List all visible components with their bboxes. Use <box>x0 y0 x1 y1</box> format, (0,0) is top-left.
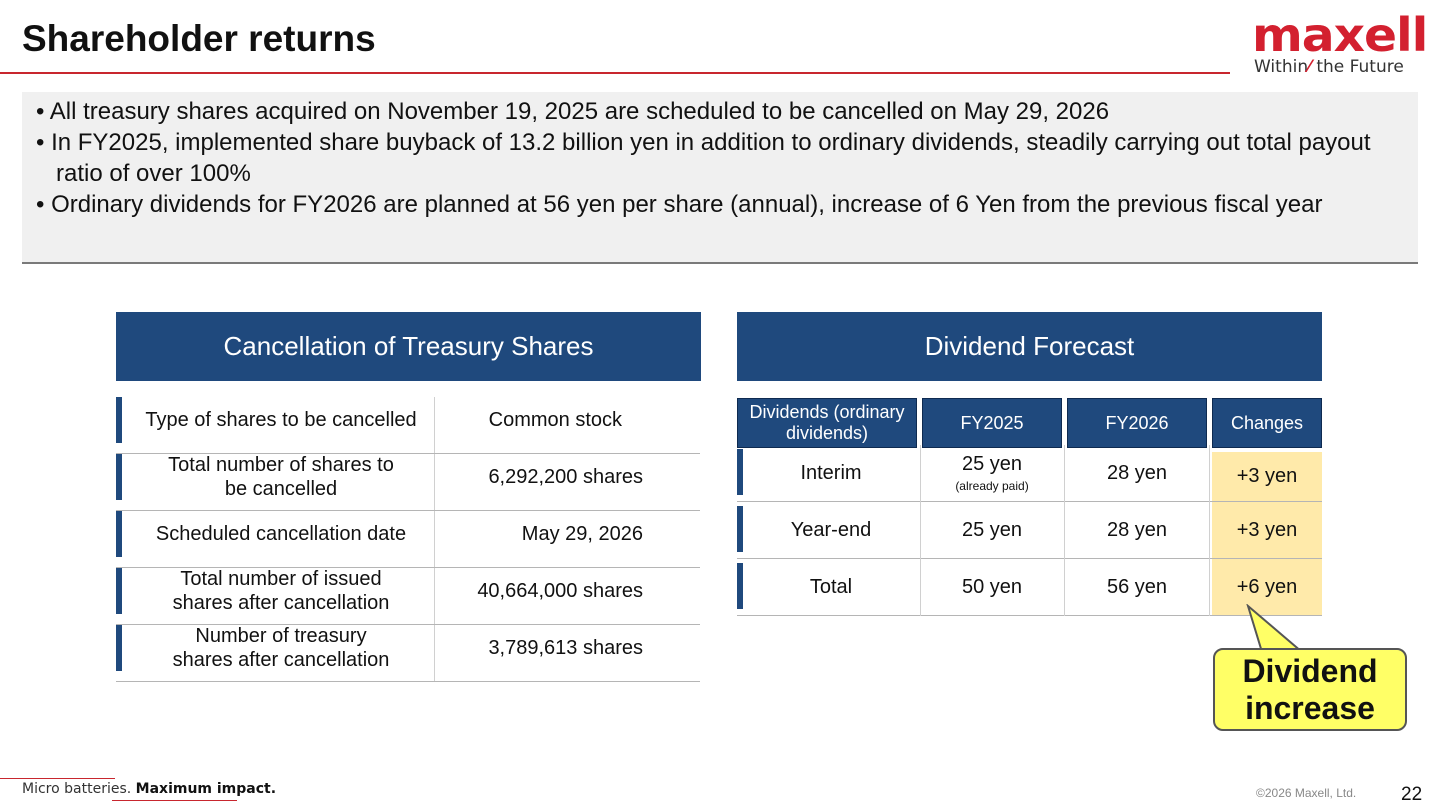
column-header: Changes <box>1212 398 1322 448</box>
footer-divider <box>0 778 115 779</box>
callout-pointer-icon <box>1246 604 1308 652</box>
row-accent-bar <box>116 454 122 500</box>
table-row: Interim 25 yen (already paid) 28 yen +3 … <box>737 445 1322 502</box>
summary-bullet: • All treasury shares acquired on Novemb… <box>36 98 1110 125</box>
fy2025-cell: 25 yen <box>961 518 1023 541</box>
table-row: Type of shares to be cancelled Common st… <box>116 397 700 454</box>
row-label: Total number of issued shares after canc… <box>172 568 390 614</box>
column-header: Dividends (ordinary dividends) <box>737 398 917 448</box>
row-label: Total <box>809 575 853 598</box>
table-row: Total number of issued shares after canc… <box>116 568 700 625</box>
row-value: May 29, 2026 <box>521 522 643 545</box>
row-accent-bar <box>737 563 743 609</box>
page-title: Shareholder returns <box>22 18 376 59</box>
logo-tagline: Within⁄ the Future <box>1254 57 1404 77</box>
fy2025-cell: 50 yen <box>961 575 1023 598</box>
table-row: Number of treasury shares after cancella… <box>116 625 700 682</box>
table-row: Year-end 25 yen 28 yen +3 yen <box>737 502 1322 559</box>
row-accent-bar <box>116 625 122 671</box>
row-value: 40,664,000 shares <box>477 579 643 602</box>
summary-bullet: • Ordinary dividends for FY2026 are plan… <box>36 191 1323 218</box>
change-cell: +3 yen <box>1212 502 1322 558</box>
already-paid-note: (already paid) <box>955 479 1029 493</box>
row-label: Scheduled cancellation date <box>155 523 407 545</box>
summary-box: • All treasury shares acquired on Novemb… <box>22 92 1418 264</box>
logo-wordmark: maxell <box>1252 8 1428 62</box>
logo-tagline-right: the Future <box>1316 57 1404 77</box>
copyright: ©2026 Maxell, Ltd. <box>1256 786 1357 800</box>
logo-tagline-left: Within <box>1254 57 1309 77</box>
fy2026-cell: 28 yen <box>1106 461 1168 484</box>
row-accent-bar <box>116 511 122 557</box>
title-divider <box>0 72 1230 74</box>
change-cell: +3 yen <box>1212 452 1322 501</box>
row-label: Year-end <box>790 518 872 541</box>
table-row: Scheduled cancellation date May 29, 2026 <box>116 511 700 568</box>
fy2025-cell: 25 yen (already paid) <box>955 453 1029 493</box>
row-accent-bar <box>737 449 743 495</box>
dividend-increase-callout: Dividend increase <box>1213 648 1407 731</box>
footer-underline <box>112 800 237 801</box>
change-cell: +6 yen <box>1212 559 1322 615</box>
column-header: FY2026 <box>1067 398 1207 448</box>
column-header: FY2025 <box>922 398 1062 448</box>
summary-bullet: • In FY2025, implemented share buyback o… <box>36 129 1371 187</box>
row-label: Number of treasury shares after cancella… <box>172 625 390 671</box>
fy2026-cell: 28 yen <box>1106 518 1168 541</box>
row-accent-bar <box>116 568 122 614</box>
row-value: 3,789,613 shares <box>488 636 643 659</box>
page-number: 22 <box>1401 784 1423 805</box>
fy2026-cell: 56 yen <box>1106 575 1168 598</box>
footer-tagline: Micro batteries. Maximum impact. <box>22 781 277 797</box>
table-row: Total 50 yen 56 yen +6 yen <box>737 559 1322 616</box>
logo-slash-icon: ⁄ <box>1308 57 1311 77</box>
row-accent-bar <box>116 397 122 443</box>
row-label: Type of shares to be cancelled <box>145 409 417 431</box>
table-row: Total number of shares to be cancelled 6… <box>116 454 700 511</box>
row-accent-bar <box>737 506 743 552</box>
row-label: Interim <box>800 461 862 484</box>
cancellation-heading: Cancellation of Treasury Shares <box>116 312 701 381</box>
row-value: 6,292,200 shares <box>488 465 643 488</box>
dividend-heading: Dividend Forecast <box>737 312 1322 381</box>
row-value: Common stock <box>488 408 622 431</box>
row-label: Total number of shares to be cancelled <box>168 454 394 500</box>
maxell-logo: maxell Within⁄ the Future <box>1252 12 1430 78</box>
